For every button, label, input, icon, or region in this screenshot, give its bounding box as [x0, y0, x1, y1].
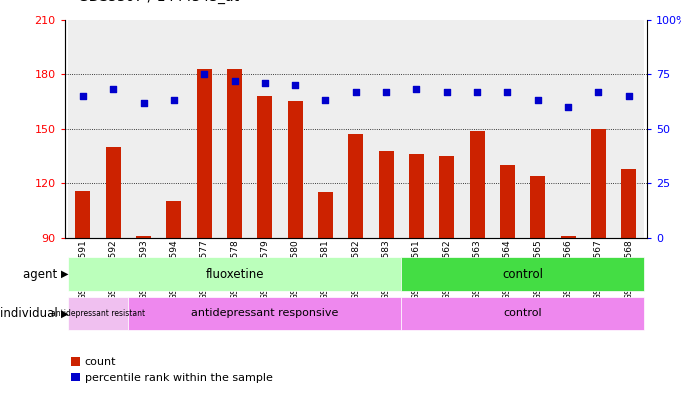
Bar: [591, 129, 606, 238]
Bar: [439, 156, 454, 238]
Bar: [197, 69, 212, 238]
Bar: [401, 257, 644, 291]
Text: control: control: [502, 268, 543, 281]
Point: [108, 86, 118, 93]
Point: [289, 82, 300, 88]
Text: antidepressant resistant: antidepressant resistant: [51, 309, 145, 318]
Bar: [432, 20, 462, 238]
Bar: [462, 20, 492, 238]
Bar: [371, 20, 401, 238]
Bar: [492, 20, 522, 238]
Text: agent: agent: [23, 268, 61, 281]
Text: ▶: ▶: [61, 309, 69, 318]
Text: fluoxetine: fluoxetine: [205, 268, 264, 281]
Point: [78, 93, 89, 99]
Bar: [189, 20, 219, 238]
Text: individual: individual: [0, 307, 61, 320]
Bar: [379, 151, 394, 238]
Bar: [280, 20, 311, 238]
Bar: [129, 20, 159, 238]
Bar: [318, 192, 333, 238]
Bar: [469, 130, 485, 238]
Bar: [401, 297, 644, 330]
Point: [411, 86, 422, 93]
Point: [502, 88, 513, 95]
Point: [350, 88, 361, 95]
Point: [320, 97, 331, 103]
Text: antidepressant responsive: antidepressant responsive: [191, 309, 338, 318]
Bar: [340, 20, 371, 238]
Bar: [553, 20, 583, 238]
Point: [381, 88, 392, 95]
Bar: [614, 20, 644, 238]
Bar: [219, 20, 250, 238]
Bar: [560, 236, 575, 238]
Bar: [409, 154, 424, 238]
Point: [199, 71, 210, 77]
Bar: [76, 191, 91, 238]
Bar: [311, 20, 340, 238]
Bar: [67, 20, 98, 238]
Bar: [98, 20, 129, 238]
Bar: [401, 20, 432, 238]
Bar: [166, 201, 181, 238]
Bar: [227, 69, 242, 238]
Point: [563, 104, 573, 110]
Point: [441, 88, 452, 95]
Point: [259, 80, 270, 86]
Bar: [67, 257, 401, 291]
Bar: [106, 147, 121, 238]
Text: control: control: [503, 309, 542, 318]
Point: [472, 88, 483, 95]
Text: GDS5307 / 1444343_at: GDS5307 / 1444343_at: [78, 0, 240, 4]
Bar: [250, 20, 280, 238]
Legend: count, percentile rank within the sample: count, percentile rank within the sample: [67, 353, 277, 387]
Bar: [67, 297, 129, 330]
Bar: [583, 20, 614, 238]
Bar: [348, 134, 364, 238]
Point: [229, 77, 240, 84]
Point: [623, 93, 634, 99]
Bar: [522, 20, 553, 238]
Bar: [530, 176, 545, 238]
Bar: [159, 20, 189, 238]
Bar: [129, 297, 401, 330]
Point: [533, 97, 543, 103]
Text: ▶: ▶: [61, 269, 69, 279]
Bar: [500, 165, 515, 238]
Bar: [621, 169, 636, 238]
Point: [593, 88, 604, 95]
Bar: [136, 236, 151, 238]
Point: [168, 97, 179, 103]
Point: [138, 99, 149, 106]
Bar: [287, 101, 303, 238]
Bar: [257, 96, 272, 238]
